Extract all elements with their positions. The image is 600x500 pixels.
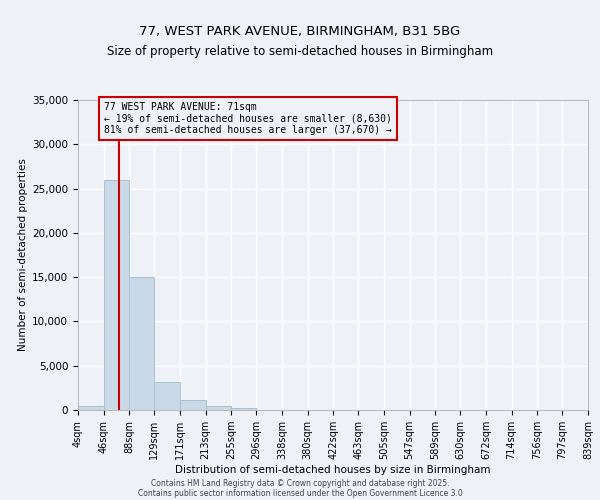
Text: Contains public sector information licensed under the Open Government Licence 3.: Contains public sector information licen… bbox=[137, 488, 463, 498]
Bar bbox=[154, 382, 180, 410]
Y-axis label: Number of semi-detached properties: Number of semi-detached properties bbox=[18, 158, 28, 352]
Text: 77, WEST PARK AVENUE, BIRMINGHAM, B31 5BG: 77, WEST PARK AVENUE, BIRMINGHAM, B31 5B… bbox=[139, 25, 461, 38]
Bar bbox=[180, 400, 206, 410]
Text: Size of property relative to semi-detached houses in Birmingham: Size of property relative to semi-detach… bbox=[107, 45, 493, 58]
Bar bbox=[130, 277, 154, 410]
Bar bbox=[78, 406, 104, 410]
Text: 77 WEST PARK AVENUE: 71sqm
← 19% of semi-detached houses are smaller (8,630)
81%: 77 WEST PARK AVENUE: 71sqm ← 19% of semi… bbox=[104, 102, 392, 134]
Text: Contains HM Land Registry data © Crown copyright and database right 2025.: Contains HM Land Registry data © Crown c… bbox=[151, 478, 449, 488]
Bar bbox=[206, 406, 232, 410]
Bar bbox=[232, 408, 256, 410]
X-axis label: Distribution of semi-detached houses by size in Birmingham: Distribution of semi-detached houses by … bbox=[175, 465, 491, 475]
Bar bbox=[104, 180, 130, 410]
